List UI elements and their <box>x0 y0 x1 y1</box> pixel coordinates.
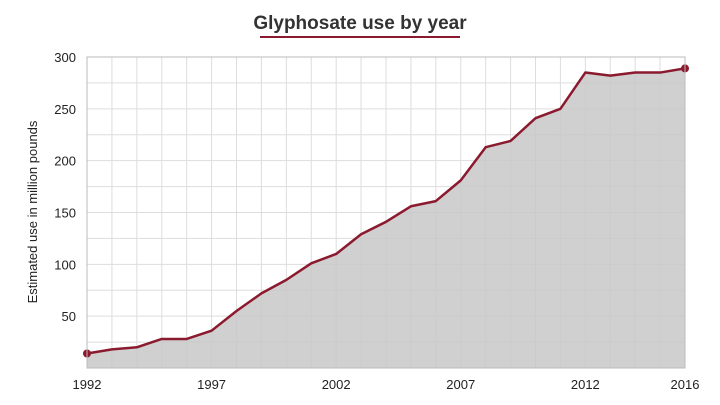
y-tick-label: 100 <box>54 257 76 272</box>
y-tick-label: 150 <box>54 206 76 221</box>
area-fill <box>87 68 685 369</box>
x-tick-label: 2007 <box>446 377 475 392</box>
y-tick-label: 200 <box>54 154 76 169</box>
axis-ticks: 1992 1997 2002 2007 2012 2016 50 100 150 200 250 30… <box>54 50 699 392</box>
x-tick-label: 1997 <box>197 377 226 392</box>
x-tick-label: 2002 <box>322 377 351 392</box>
plot-area <box>83 64 689 369</box>
y-tick-label: 50 <box>62 309 76 324</box>
series-line <box>86 67 686 355</box>
plot-frame <box>86 56 686 369</box>
x-tick-label: 2016 <box>671 377 700 392</box>
y-tick-label: 250 <box>54 102 76 117</box>
y-tick-label: 300 <box>54 50 76 65</box>
y-axis-label: Estimated use in million pounds <box>25 120 40 303</box>
chart-title: Glyphosate use by year <box>253 13 467 34</box>
x-tick-label: 2012 <box>571 377 600 392</box>
x-tick-label: 1992 <box>73 377 102 392</box>
